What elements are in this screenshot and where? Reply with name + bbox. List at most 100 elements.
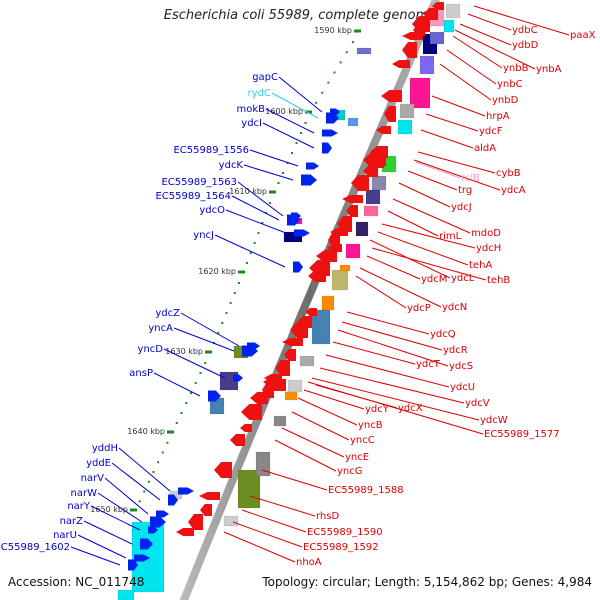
leader-line bbox=[163, 348, 226, 379]
feature-EC55989_1588 bbox=[255, 451, 271, 477]
minor-tick bbox=[269, 202, 272, 204]
minor-tick bbox=[166, 441, 169, 444]
leader-line bbox=[311, 377, 480, 421]
gene-label-narZ: narZ bbox=[60, 516, 84, 527]
leader-line bbox=[377, 231, 469, 266]
gene-arrow-ydcF bbox=[384, 106, 396, 122]
gene-label-ynbC: ynbC bbox=[497, 79, 523, 90]
leader-line bbox=[70, 546, 121, 566]
leader-line bbox=[425, 113, 479, 132]
minor-tick bbox=[245, 262, 248, 264]
gene-label-ansP: ansP bbox=[129, 368, 153, 379]
leader-line bbox=[225, 209, 287, 234]
gene-label-ydcW: ydcW bbox=[480, 415, 508, 426]
gene-arrow-ydcO bbox=[294, 229, 310, 237]
minor-tick bbox=[185, 402, 188, 404]
gene-label-ydcP: ydcP bbox=[407, 303, 431, 314]
leader-line bbox=[281, 427, 345, 458]
gene-arrow-EC55989_1564 bbox=[287, 214, 300, 226]
feature-ydcF bbox=[399, 103, 415, 119]
leader-line bbox=[398, 182, 451, 208]
gene-arrow-EC55989_1602 bbox=[128, 559, 138, 571]
feature-ydcH bbox=[345, 243, 361, 259]
gene-label-EC55989_1588: EC55989_1588 bbox=[328, 485, 404, 496]
leader-line bbox=[307, 381, 484, 435]
feature-trg bbox=[365, 189, 381, 205]
tick-label: 1600 kbp bbox=[265, 107, 303, 116]
leader-line bbox=[243, 164, 294, 181]
feature-ynbC bbox=[419, 55, 435, 75]
gene-label-ydcX: ydcX bbox=[398, 403, 423, 414]
leader-line bbox=[77, 534, 127, 559]
minor-tick bbox=[291, 152, 293, 154]
minor-tick bbox=[152, 471, 155, 473]
gene-label-ydcM: ydcM bbox=[421, 274, 447, 285]
minor-tick bbox=[237, 282, 240, 284]
gene-label-ynbA: ynbA bbox=[536, 64, 562, 75]
gene-label-tehA: tehA bbox=[469, 260, 492, 271]
gene-arrow-rhsD bbox=[199, 492, 220, 500]
leader-line bbox=[249, 495, 316, 517]
gene-label-ydcU: ydcU bbox=[450, 382, 475, 393]
minor-tick bbox=[282, 172, 284, 174]
leader-line bbox=[392, 198, 471, 234]
gene-label-EC55989_1590: EC55989_1590 bbox=[307, 527, 383, 538]
gene-label-ydcY: ydcY bbox=[365, 404, 390, 415]
feature-yncE bbox=[273, 415, 287, 427]
tick-label: 1650 kbp bbox=[90, 505, 128, 514]
feature-mokB bbox=[347, 117, 359, 127]
feature-ydcP bbox=[321, 295, 335, 311]
feature-ydcY bbox=[287, 379, 303, 393]
minor-tick bbox=[253, 242, 256, 244]
leader-line bbox=[366, 255, 421, 280]
feature-rhsD bbox=[237, 469, 261, 509]
gene-arrow-narV bbox=[156, 510, 169, 518]
feature-near-1590 bbox=[356, 47, 372, 55]
leader-line bbox=[319, 367, 465, 404]
gene-arrow-EC55989_1577 bbox=[263, 378, 278, 386]
leader-line bbox=[387, 210, 439, 237]
leader-line bbox=[297, 397, 358, 426]
minor-tick bbox=[204, 362, 207, 364]
minor-tick bbox=[300, 132, 302, 134]
gene-label-ydcI: ydcI bbox=[241, 118, 262, 129]
feature-hrpA bbox=[409, 77, 431, 109]
leader-line bbox=[303, 389, 365, 410]
gene-arrow-narY bbox=[148, 526, 158, 534]
gene-arrow-nhoA bbox=[176, 528, 194, 536]
gene-label-mdoD: mdoD bbox=[471, 228, 501, 239]
feature-nhoA bbox=[223, 515, 239, 527]
leader-line bbox=[407, 170, 458, 191]
gene-label-narU: narU bbox=[53, 530, 77, 541]
tick-label: 1640 kbp bbox=[127, 427, 165, 436]
feature-yncB bbox=[284, 391, 298, 401]
gene-label-gapC: gapC bbox=[252, 72, 278, 83]
gene-label-yncD: yncD bbox=[138, 344, 164, 355]
minor-tick bbox=[225, 312, 228, 314]
gene-arrow-aldA bbox=[376, 126, 391, 134]
minor-tick bbox=[161, 451, 164, 454]
minor-tick bbox=[261, 222, 264, 224]
leader-line bbox=[417, 151, 496, 174]
leader-line bbox=[415, 161, 461, 179]
feature-ydcL bbox=[339, 264, 351, 272]
gene-arrow-rydC bbox=[326, 112, 339, 124]
minor-tick bbox=[217, 332, 220, 334]
gene-arrow-ydcU bbox=[284, 349, 296, 361]
leader-line bbox=[83, 520, 133, 545]
gene-arrow-yddH bbox=[178, 487, 194, 495]
leader-line bbox=[232, 521, 303, 548]
leader-line bbox=[111, 462, 161, 501]
minor-tick bbox=[233, 292, 236, 294]
gene-arrow-rimL bbox=[346, 205, 358, 217]
gene-label-narY: narY bbox=[67, 501, 91, 512]
gene-label-ydcT: ydcT bbox=[416, 359, 441, 370]
gene-arrow-ynbD bbox=[392, 60, 410, 68]
minor-tick bbox=[257, 232, 260, 234]
leader-line bbox=[265, 108, 315, 134]
minor-tick bbox=[147, 480, 150, 483]
gene-label-ynbB: ynbB bbox=[503, 63, 529, 74]
leader-line bbox=[341, 321, 443, 351]
leader-line bbox=[359, 267, 442, 308]
